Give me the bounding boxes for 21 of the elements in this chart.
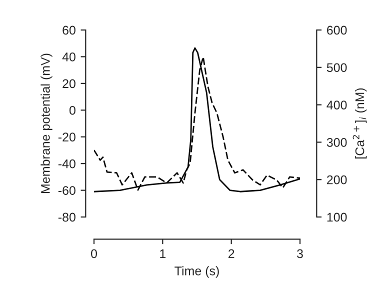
y2-tick-label: 500 (326, 63, 347, 72)
y2-tick-label: 100 (327, 212, 347, 222)
x-tick-label: 2 (228, 249, 234, 258)
y-tick-label: -20 (58, 132, 76, 142)
y-tick-label: 20 (62, 79, 76, 88)
y2-tick-label: 200 (327, 175, 347, 184)
y2-tick-label: 300 (326, 138, 347, 147)
y-tick-label: -40 (58, 159, 76, 168)
y2-axis-title: [Ca$^{2+}$]$_{i}$ (nM) (352, 88, 367, 158)
y2-tick-label: 600 (327, 26, 347, 35)
x-tick-label: 0 (91, 249, 97, 258)
x-axis-title: Time (s) (174, 266, 219, 278)
y2-tick-label: 400 (326, 100, 347, 110)
y-tick-label: 60 (62, 26, 76, 35)
x-tick-label: 1 (160, 249, 166, 258)
y-tick-label: -80 (58, 212, 76, 222)
x-tick-label: 3 (297, 249, 303, 258)
y-tick-label: -60 (58, 186, 76, 195)
y-tick-label: 0 (69, 106, 76, 115)
y-axis-title: Membrane potential (mV) (40, 54, 52, 193)
y-tick-label: 40 (62, 52, 76, 62)
